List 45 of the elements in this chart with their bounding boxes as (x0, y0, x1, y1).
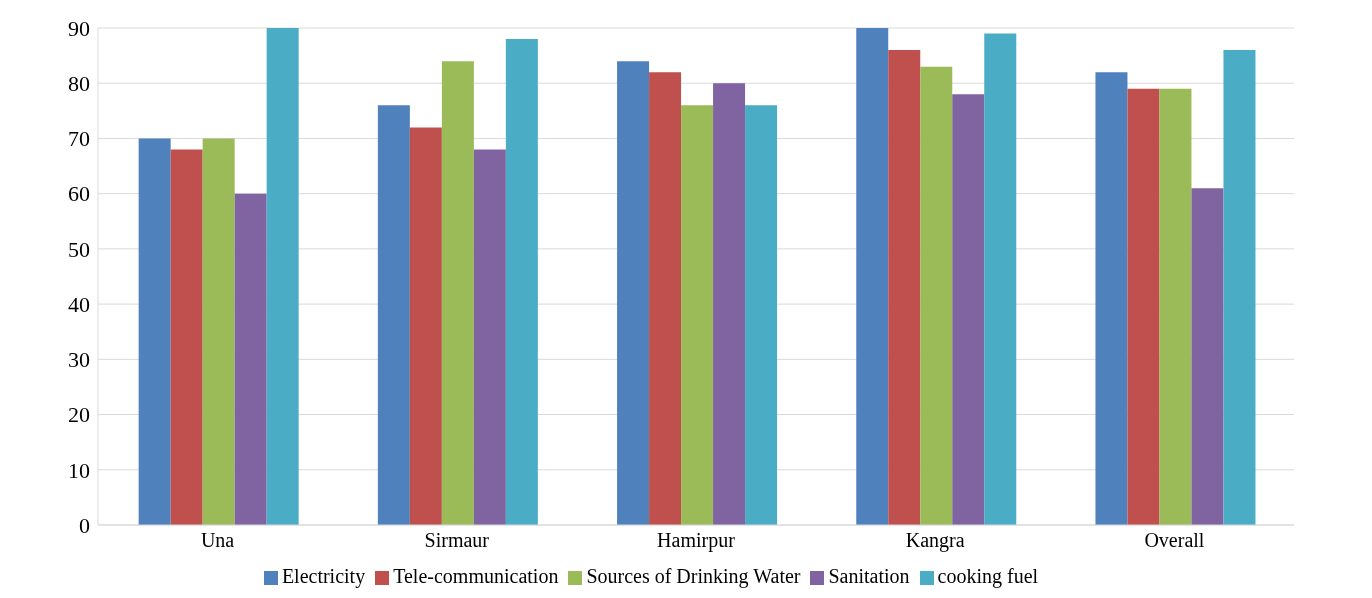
bar (1127, 88, 1160, 525)
bar (649, 72, 682, 525)
x-tick-label: Kangra (905, 529, 965, 553)
bar (984, 33, 1017, 525)
bar (681, 105, 714, 525)
bar (856, 28, 889, 525)
bar (952, 94, 985, 525)
y-tick-label: 50 (68, 236, 90, 262)
legend-label: Electricity (281, 565, 366, 587)
bar (473, 149, 506, 525)
bar (266, 28, 299, 525)
bar (202, 138, 235, 525)
y-tick-label: 70 (68, 126, 90, 152)
bar (170, 149, 203, 525)
y-tick-label: 0 (79, 512, 90, 538)
bar (377, 105, 410, 525)
y-tick-label: 60 (68, 181, 90, 207)
y-tick-label: 10 (68, 457, 90, 483)
y-tick-label: 20 (68, 402, 90, 428)
y-tick-label: 90 (68, 15, 90, 41)
x-tick-label: Overall (1144, 529, 1205, 552)
bar (1191, 188, 1224, 525)
bar (234, 193, 267, 525)
bar (920, 66, 953, 525)
bar (617, 61, 650, 525)
y-tick-label: 30 (68, 347, 90, 373)
bar (441, 61, 474, 525)
bar (138, 138, 171, 525)
bar (1159, 88, 1192, 525)
bar (409, 127, 442, 525)
bar (505, 39, 538, 525)
y-tick-label: 40 (68, 291, 90, 317)
legend-label: cooking fuel (937, 565, 1039, 587)
y-tick-label: 80 (68, 71, 90, 97)
bar (713, 83, 746, 525)
bar (745, 105, 778, 525)
x-tick-label: Hamirpur (657, 529, 736, 553)
legend-label: Sanitation (828, 565, 910, 587)
legend-label: Tele-communication (393, 565, 559, 587)
x-tick-label: Una (200, 529, 235, 552)
legend-label: Sources of Drinking Water (586, 565, 801, 587)
bar (1095, 72, 1128, 525)
bar (1223, 50, 1256, 525)
bar (888, 50, 921, 525)
x-tick-label: Sirmaur (424, 529, 490, 552)
